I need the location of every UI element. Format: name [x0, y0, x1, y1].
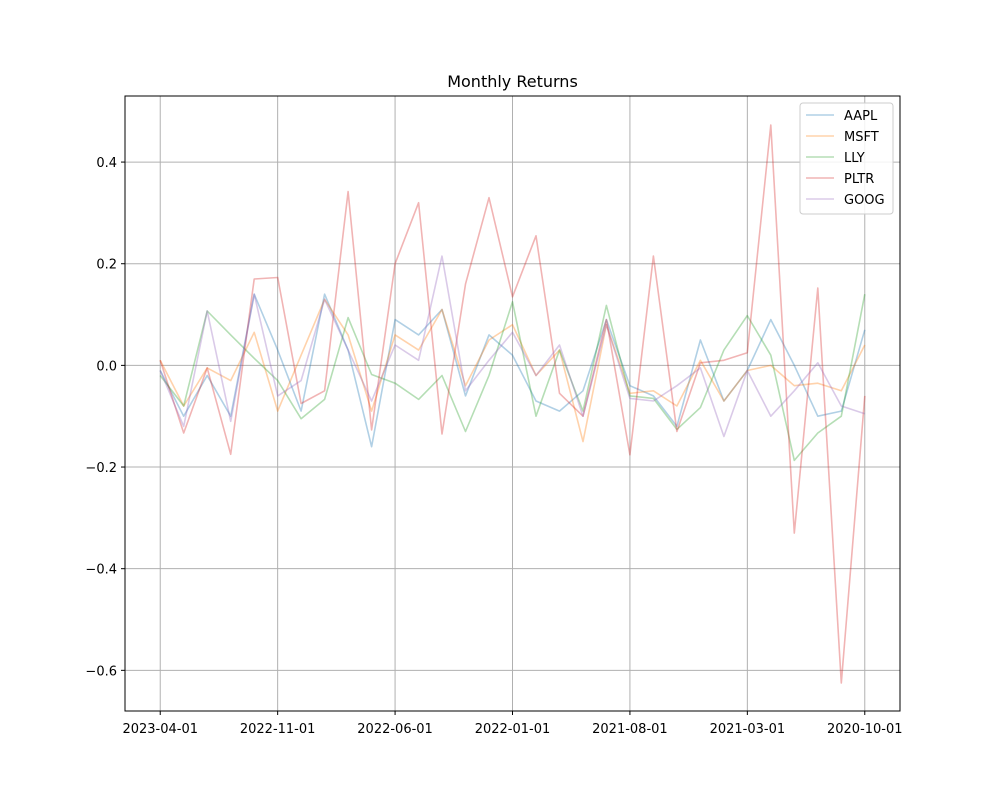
x-tick-label: 2021-03-01: [710, 722, 786, 737]
legend-label-msft: MSFT: [844, 130, 879, 145]
series-layer: [159, 124, 866, 684]
x-tick-label: 2022-11-01: [240, 722, 316, 737]
legend-label-pltr: PLTR: [844, 172, 874, 187]
series-line-goog: [159, 255, 866, 438]
legend-box: [799, 102, 894, 215]
ticks-layer: 2023-04-01 2022-11-01 2022-06-01 2022-01-01…: [85, 156, 902, 737]
series-line-msft: [159, 298, 866, 443]
series-line-lly: [159, 294, 866, 462]
y-tick-label: −0.4: [85, 563, 117, 578]
y-tick-label: −0.2: [85, 461, 117, 476]
legend-label-aapl: AAPL: [844, 109, 878, 124]
x-tick-label: 2022-06-01: [357, 722, 433, 737]
legend: AAPL MSFT LLY PLTR GOOG: [799, 102, 894, 215]
y-tick-label: 0.0: [96, 359, 117, 374]
y-tick-label: −0.6: [85, 664, 117, 679]
y-tick-label: 0.2: [96, 258, 117, 273]
x-tick-label: 2020-10-01: [827, 722, 903, 737]
series-line-aapl: [159, 293, 866, 448]
x-tick-label: 2023-04-01: [122, 722, 198, 737]
legend-label-goog: GOOG: [844, 193, 885, 208]
y-tick-label: 0.4: [96, 156, 117, 171]
chart-title: Monthly Returns: [447, 72, 578, 91]
grid-layer: [125, 96, 900, 711]
legend-label-lly: LLY: [844, 151, 865, 166]
x-tick-label: 2021-08-01: [592, 722, 668, 737]
series-line-pltr: [159, 124, 866, 684]
x-tick-label: 2022-01-01: [475, 722, 551, 737]
